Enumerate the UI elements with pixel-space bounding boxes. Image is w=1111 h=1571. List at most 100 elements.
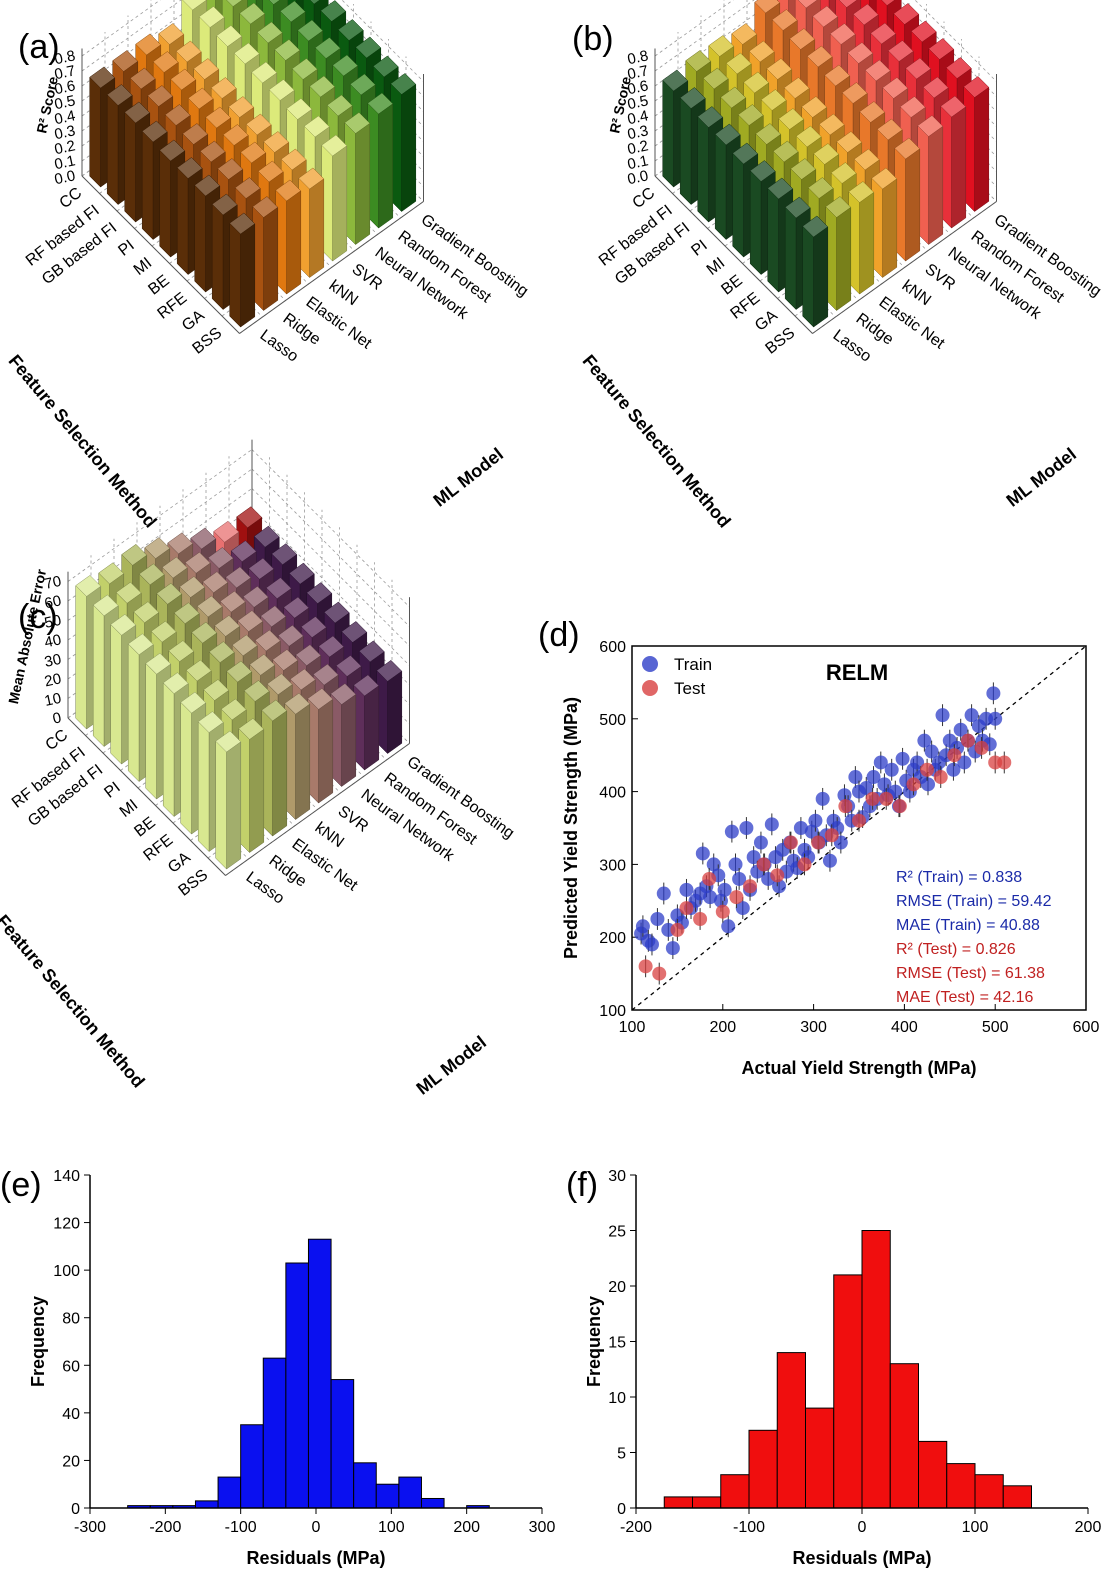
x-axis-label: Feature Selection Method [0,911,149,1092]
histogram-bar [1002,1485,1032,1509]
x-tick-label: 100 [378,1519,405,1536]
bar-top [766,58,793,80]
test-point [638,959,653,974]
panel-a: 0.00.10.20.30.40.50.60.70.8R² ScoreCCRF … [5,0,531,531]
bar-top [239,2,266,25]
bar-top [945,57,972,79]
bar-top [202,571,229,594]
y-tick-label: 500 [599,712,626,729]
bar-top [251,61,278,84]
y-tick-label: 300 [599,857,626,874]
bar-top [806,45,833,68]
bar-top [110,613,137,636]
x-tick-label: 0 [312,1519,321,1536]
test-metric-text: MAE (Test) = 42.16 [896,989,1033,1006]
bar-front [110,623,122,765]
x-tick-label: 200 [1075,1519,1102,1536]
train-point [822,853,837,868]
bar-top [138,563,165,586]
bar-top [708,35,735,57]
wall-grid-line [251,449,410,608]
z-tick-label: 0.2 [53,137,77,158]
histogram-bar [240,1424,264,1509]
bar-top [144,537,171,559]
axis-frame [812,201,997,334]
y-tick-label: 15 [608,1335,626,1352]
bar-top [910,20,937,43]
bar [238,718,265,854]
train-point [815,791,830,806]
bar-top [268,79,295,101]
bar-top [286,98,313,120]
bar-top [222,124,249,146]
bar-top [179,576,206,598]
bar-side [249,728,265,854]
train-point [732,871,747,886]
train-metric-text: RMSE (Train) = 59.42 [896,893,1052,910]
y-tick-label: 25 [608,1224,626,1241]
bar-front [767,187,779,293]
bar-top [882,77,909,99]
histogram-bar [692,1496,722,1509]
histogram-bar [217,1476,242,1509]
bar-top [372,55,399,78]
z-tick-label: 70 [43,573,63,593]
z-tick-label: 0.6 [53,77,77,98]
bar-front [92,604,105,748]
bar-side [341,693,357,788]
x-axis-label: Residuals (MPa) [792,1548,931,1568]
bar [940,95,967,229]
panel-label: (b) [572,20,614,58]
bar-top [847,42,874,64]
bar-top [205,106,232,129]
bar-front [215,740,227,870]
y-tick-label: 200 [599,930,626,947]
z-tick-label: 0.1 [53,152,77,173]
z-tick-label: 40 [43,631,63,651]
test-point [838,799,853,814]
z-tick-label: 10 [43,690,63,710]
bar-top [167,532,194,555]
test-point [702,871,717,886]
y-tick-label: 100 [53,1263,80,1280]
x-axis-label: Feature Selection Method [579,351,735,532]
bar-top [190,527,217,550]
bar-top [330,683,357,705]
feature-method-label: PI [101,779,123,802]
test-point [852,813,866,828]
bar-top [168,640,195,662]
histogram-bar [861,1230,891,1509]
z-tick-label: 0.4 [626,107,650,128]
y-tick-label: 10 [608,1390,626,1407]
bar-front [162,682,175,818]
bar [215,730,242,870]
z-tick-label: 0.4 [53,107,77,128]
x-axis-label: Residuals (MPa) [246,1548,385,1568]
bar-side [951,106,967,229]
histogram-bar [375,1483,400,1509]
z-tick-label: 0.6 [626,77,650,98]
bar-top [158,23,185,45]
train-point [946,762,961,777]
bar-top [240,141,267,164]
bar-top [279,0,306,23]
bar-top [848,181,875,203]
bar-side [272,710,288,837]
train-metric-text: MAE (Train) = 40.88 [896,917,1040,934]
axis-frame [225,743,410,876]
y-axis-label: ML Model [413,1032,490,1099]
bar-top [245,113,272,136]
bar [871,167,898,279]
bar-top [838,0,858,8]
axis-frame [81,175,240,334]
feature-method-label: BE [131,814,158,841]
bar-top [737,104,764,126]
bar [344,112,371,246]
bar-top [191,621,218,644]
bar-top [159,139,186,162]
test-point [693,912,708,926]
histogram-bar [420,1497,445,1509]
bar-top [940,95,967,118]
bar-side [859,191,875,295]
